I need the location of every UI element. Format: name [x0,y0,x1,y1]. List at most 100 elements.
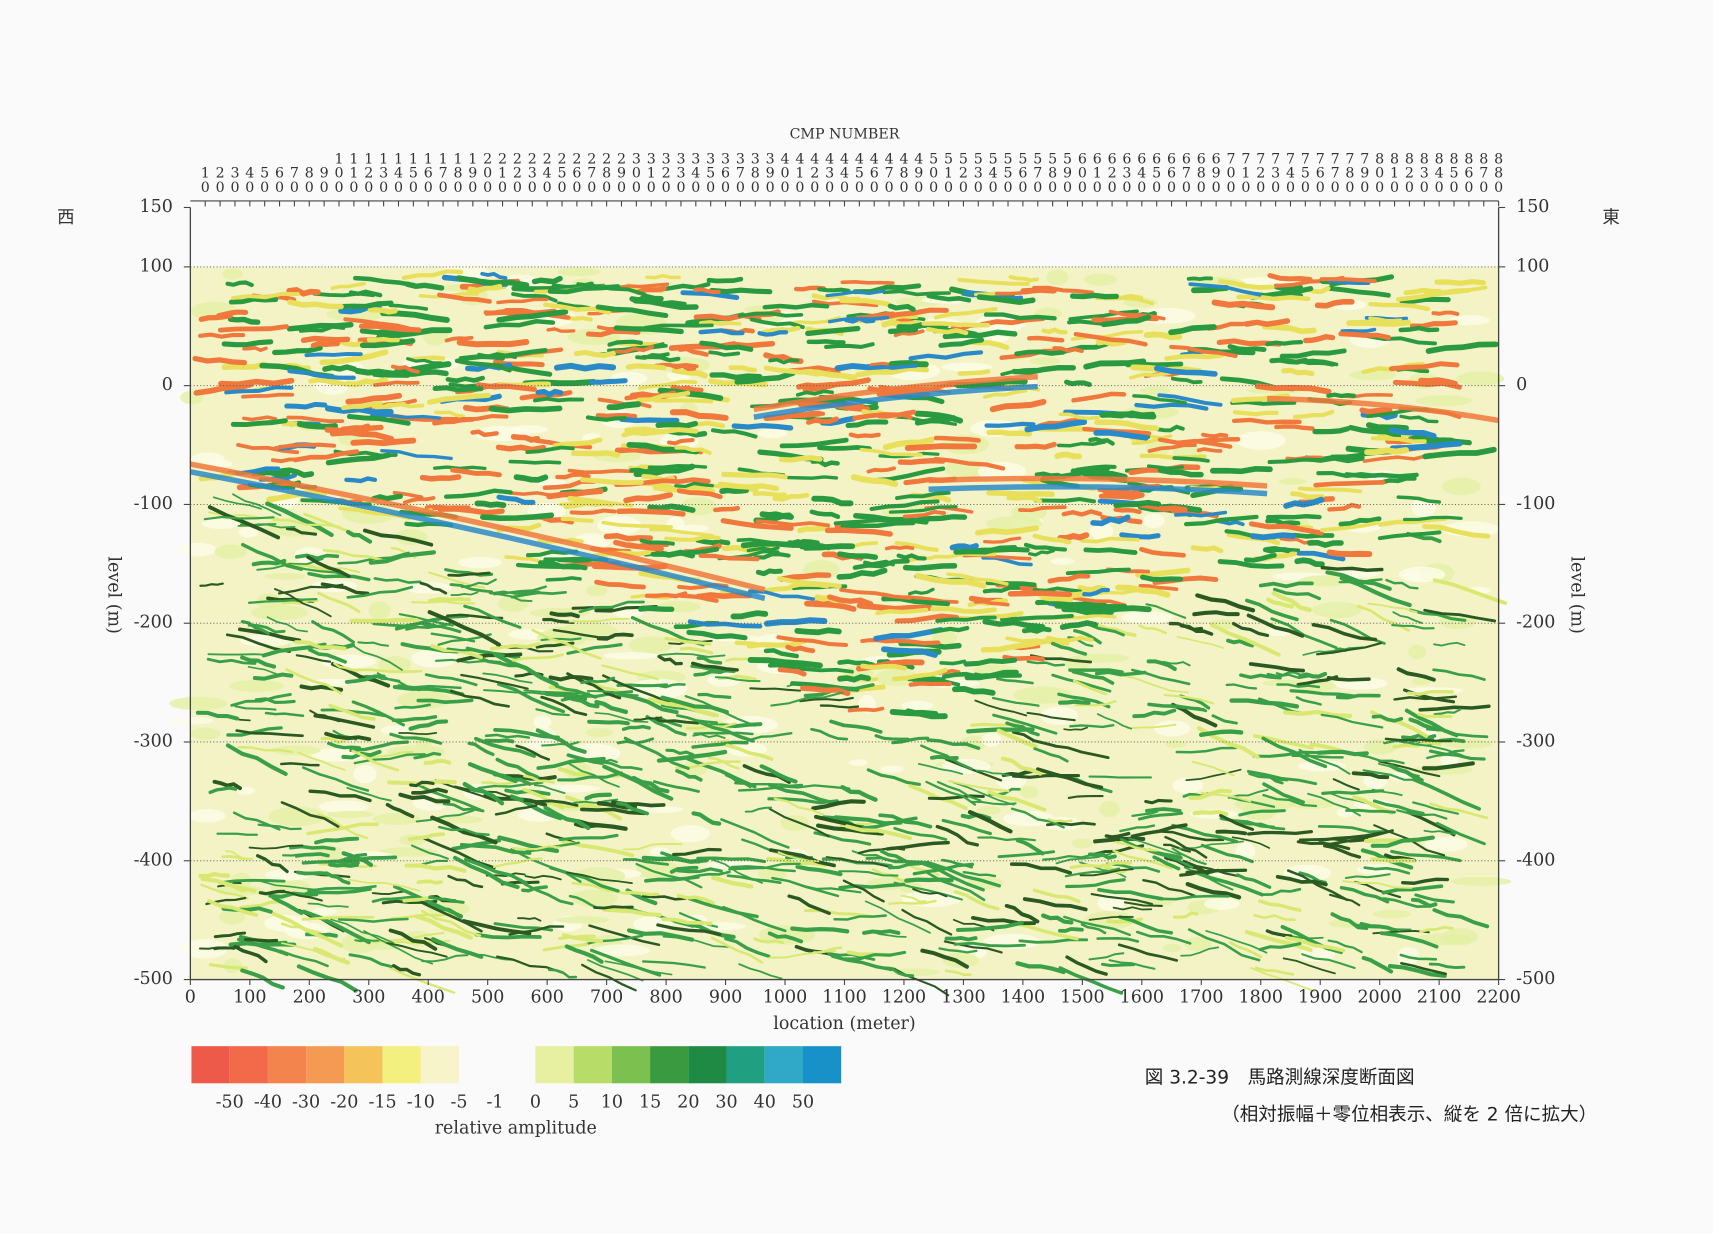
texture-stroke [212,779,242,791]
texture-stroke [1289,689,1357,698]
texture-stroke [636,390,691,403]
texture-blob [674,524,710,532]
texture-stroke [999,613,1074,622]
texture-stroke [349,740,410,753]
texture-stroke [779,784,851,790]
texture-stroke [521,885,548,893]
texture-stroke [1248,521,1324,536]
texture-stroke [669,409,729,421]
texture-stroke [1330,912,1369,931]
texture-stroke [840,520,916,529]
texture-stroke [1040,913,1074,925]
texture-stroke [255,854,289,874]
texture-stroke [625,363,667,371]
texture-stroke [929,754,959,761]
texture-stroke [992,713,1058,735]
texture-stroke [1061,509,1103,517]
texture-stroke [708,350,741,357]
texture-blob [1163,943,1182,953]
texture-stroke [928,861,1001,888]
texture-stroke [1073,629,1102,645]
texture-stroke [236,442,300,455]
texture-stroke [1236,294,1311,302]
texture-stroke [203,515,275,521]
texture-stroke [985,580,1037,588]
texture-stroke [402,896,429,903]
texture-stroke [393,361,452,376]
texture-stroke [1396,667,1436,682]
texture-stroke [982,585,1021,594]
texture-stroke [676,488,723,500]
texture-stroke [825,856,889,868]
texture-stroke [284,401,328,410]
texture-stroke [413,751,442,760]
y-tick-label: -200 [134,613,173,633]
texture-stroke [1396,809,1448,820]
texture-stroke [580,807,646,816]
texture-stroke [1399,953,1438,961]
texture-stroke [1236,820,1286,831]
x-tick-label: 1900 [1298,988,1342,1008]
texture-stroke [1377,530,1442,541]
texture-stroke [1228,941,1263,959]
texture-stroke [833,914,887,921]
texture-stroke [1316,749,1369,757]
texture-stroke [1371,714,1404,723]
texture-stroke [709,287,773,295]
texture-blob [340,933,379,954]
texture-stroke [1064,379,1092,387]
texture-stroke [1419,926,1454,934]
texture-blob [268,806,325,827]
texture-stroke [328,703,376,721]
texture-stroke [1035,767,1104,790]
texture-stroke [380,448,453,461]
texture-stroke [1388,361,1460,372]
texture-stroke [252,672,294,681]
texture-stroke [1372,799,1425,816]
texture-stroke [785,644,816,654]
texture-stroke [935,615,997,623]
texture-blob [457,556,503,569]
texture-stroke [1042,853,1096,861]
y-tick-label-right: 100 [1516,256,1549,276]
texture-stroke [504,555,541,563]
texture-stroke [997,850,1056,859]
texture-stroke [483,689,550,696]
texture-stroke [1118,915,1173,935]
texture-stroke [887,303,916,312]
texture-stroke [1396,495,1442,504]
texture-stroke [1088,775,1153,779]
texture-stroke [362,528,434,547]
texture-stroke [484,738,515,744]
texture-stroke [523,689,591,695]
texture-stroke [487,348,548,359]
texture-stroke [301,909,371,945]
texture-stroke [1238,809,1286,817]
x-tick-label: 600 [530,988,563,1008]
texture-stroke [477,781,544,790]
texture-stroke [496,309,569,323]
texture-stroke [1335,693,1381,700]
texture-stroke [693,287,721,295]
texture-stroke [616,801,650,816]
texture-stroke [1401,733,1437,740]
texture-stroke [398,792,451,804]
texture-stroke [273,442,337,451]
texture-stroke [1047,818,1073,823]
texture-stroke [1027,335,1065,343]
texture-stroke [199,582,224,587]
texture-stroke [736,537,789,546]
texture-blob [557,267,601,277]
texture-stroke [423,758,452,765]
texture-stroke [1026,660,1066,667]
colorbar-swatch [650,1046,689,1084]
texture-stroke [1364,447,1410,456]
texture-stroke [629,293,664,303]
texture-stroke [1172,456,1210,463]
texture-stroke [306,822,379,836]
texture-blob [585,584,608,597]
